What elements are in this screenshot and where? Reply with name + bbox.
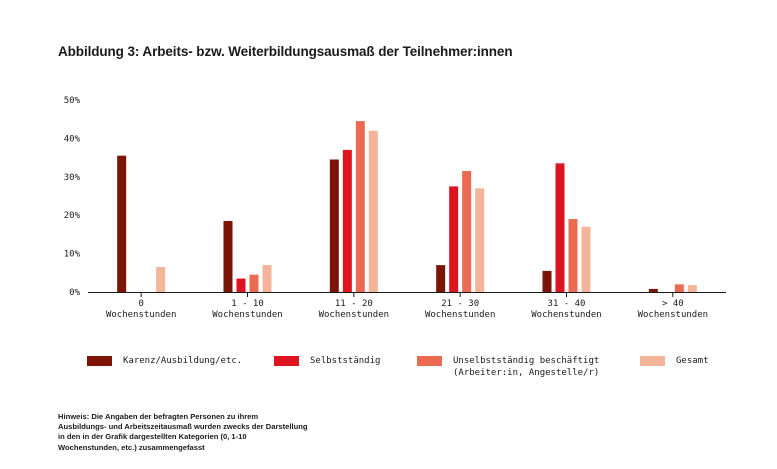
bar [236, 278, 246, 292]
bar [117, 155, 127, 292]
legend-label: Selbstständig [310, 356, 381, 366]
bar [223, 220, 233, 292]
x-tick-label: 11 - 20 [335, 299, 373, 309]
y-tick-label: 30% [64, 173, 81, 183]
bar [581, 226, 591, 292]
x-tick-label: Wochenstunden [531, 310, 601, 320]
bar [475, 188, 485, 292]
footnote: Hinweis: Die Angaben der befragten Perso… [58, 412, 308, 452]
x-tick-label: Wochenstunden [638, 310, 708, 320]
bar [342, 149, 352, 292]
x-tick-label: 21 - 30 [441, 299, 479, 309]
bar [674, 284, 684, 292]
y-axis-labels: 0% 10% 20% 30% 40% 50% [64, 96, 81, 298]
bar [355, 121, 365, 293]
bar [555, 163, 565, 292]
legend-label: Karenz/Ausbildung/etc. [123, 356, 243, 366]
bar [687, 285, 697, 292]
x-tick-label: Wochenstunden [106, 310, 176, 320]
y-tick-label: 10% [64, 250, 81, 260]
y-tick-label: 20% [64, 211, 81, 221]
legend-item: Selbstständig [274, 355, 380, 367]
bars [117, 121, 697, 293]
x-tick-label: > 40 [662, 299, 684, 309]
x-tick-label: 31 - 40 [548, 299, 586, 309]
y-tick-label: 0% [69, 288, 80, 298]
legend-swatch [87, 356, 112, 366]
chart-title: Abbildung 3: Arbeits- bzw. Weiterbildung… [58, 44, 513, 59]
bar [648, 288, 658, 292]
legend-swatch [417, 356, 442, 366]
y-tick-label: 40% [64, 134, 81, 144]
x-axis-ticks [140, 293, 674, 297]
x-tick-label: 0 [138, 299, 143, 309]
legend-item: Unselbstständig beschäftigt (Arbeiter:in… [417, 355, 599, 379]
bar [436, 265, 446, 292]
legend-item: Karenz/Ausbildung/etc. [87, 355, 242, 367]
x-tick-label: Wochenstunden [319, 310, 389, 320]
bar [368, 130, 378, 292]
legend-label: Gesamt [676, 356, 709, 366]
x-tick-label: Wochenstunden [212, 310, 282, 320]
legend: Karenz/Ausbildung/etc. Selbstständig Unsel… [87, 355, 727, 385]
legend-item: Gesamt [640, 355, 709, 367]
bar [462, 171, 472, 292]
bar [156, 267, 166, 292]
bar [329, 159, 339, 292]
legend-swatch [274, 356, 299, 366]
bar [449, 186, 459, 292]
x-tick-label: Wochenstunden [425, 310, 495, 320]
bar [568, 219, 578, 292]
x-tick-label: 1 - 10 [231, 299, 264, 309]
bar [542, 270, 552, 292]
y-tick-label: 50% [64, 96, 81, 106]
legend-label: Unselbstständig beschäftigt (Arbeiter:in… [453, 356, 600, 378]
bar [249, 274, 259, 292]
legend-swatch [640, 356, 665, 366]
bar [262, 265, 272, 292]
